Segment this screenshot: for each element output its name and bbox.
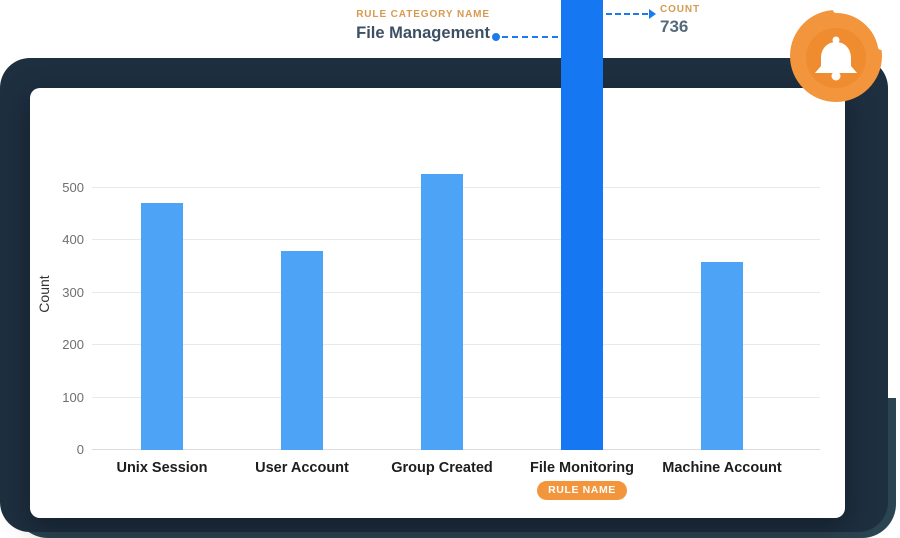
x-label-user-account: User Account	[255, 460, 349, 476]
y-tick-label: 200	[62, 337, 84, 352]
bar-column	[372, 125, 512, 450]
x-label-file-monitoring: File Monitoring	[530, 460, 634, 476]
connector-line-right	[606, 13, 648, 15]
rule-category-value: File Management	[356, 24, 490, 42]
connector-line-left	[502, 36, 558, 38]
bar-column	[652, 125, 792, 450]
y-tick-label: 0	[76, 442, 84, 457]
x-label-column: Unix Session	[92, 460, 232, 500]
x-label-column: File Monitoring RULE NAME	[512, 460, 652, 500]
bar-machine-account[interactable]	[701, 262, 743, 450]
y-axis: 0 100 200 300 400 500	[44, 125, 84, 458]
y-tick-label: 500	[62, 179, 84, 195]
x-label-column: Machine Account	[652, 460, 792, 500]
rule-name-badge: RULE NAME	[537, 481, 627, 500]
bar-group-created[interactable]	[421, 174, 463, 450]
x-label-machine-account: Machine Account	[662, 460, 782, 476]
connector-dot	[492, 33, 500, 41]
count-callout: COUNT 736	[660, 4, 700, 37]
bar-column	[232, 125, 372, 450]
bar-column	[92, 125, 232, 450]
y-tick-label: 300	[62, 284, 84, 300]
rule-category-label: RULE CATEGORY NAME	[356, 9, 490, 20]
chart-card: 0 100 200 300 400 500 Count Unix Session User …	[30, 0, 845, 518]
rule-category-callout: RULE CATEGORY NAME File Management	[356, 9, 490, 43]
x-labels-row: Unix Session User Account Group Created Fil…	[92, 460, 792, 500]
bar-column	[512, 0, 652, 450]
x-label-unix-session: Unix Session	[116, 460, 208, 476]
connector-arrow-icon	[649, 9, 656, 19]
bar-file-monitoring[interactable]	[561, 0, 603, 450]
bars-row	[92, 0, 792, 450]
count-label: COUNT	[660, 4, 701, 15]
y-axis-title: Count	[36, 275, 52, 313]
y-tick-label: 400	[62, 232, 84, 247]
x-label-group-created: Group Created	[391, 460, 493, 476]
x-label-column: Group Created	[372, 460, 512, 500]
y-tick-label: 100	[62, 389, 84, 405]
bell-icon[interactable]	[786, 6, 886, 106]
bar-unix-session[interactable]	[141, 203, 183, 450]
plot-area	[92, 0, 820, 450]
bar-user-account[interactable]	[281, 250, 323, 450]
x-label-column: User Account	[232, 460, 372, 500]
count-value: 736	[660, 17, 689, 36]
